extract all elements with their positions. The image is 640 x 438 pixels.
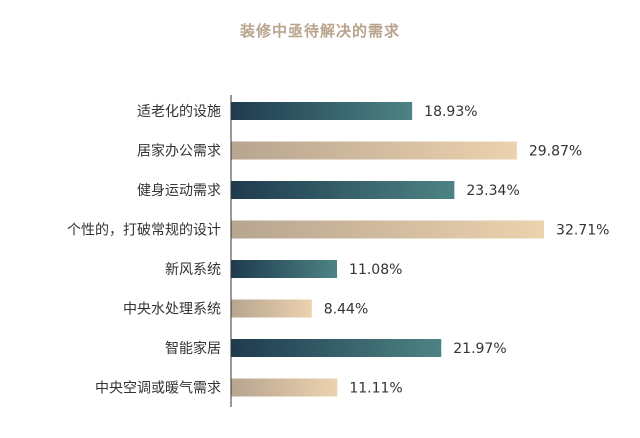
value-label: 21.97% (453, 341, 506, 357)
bar (231, 339, 442, 357)
category-label: 中央空调或暖气需求 (95, 381, 221, 397)
value-label: 23.34% (466, 183, 519, 199)
bar (231, 220, 545, 239)
category-label: 个性的，打破常规的设计 (67, 222, 221, 239)
category-label: 新风系统 (165, 262, 221, 278)
category-label: 居家办公需求 (137, 143, 221, 160)
bar (231, 378, 338, 397)
bar (231, 260, 338, 278)
value-label: 29.87% (529, 144, 582, 160)
category-label: 适老化的设施 (137, 104, 221, 120)
value-label: 32.71% (556, 223, 609, 239)
chart-title: 装修中亟待解决的需求 (239, 22, 400, 40)
category-label: 中央水处理系统 (123, 302, 221, 318)
value-label: 11.08% (349, 262, 402, 278)
category-label: 健身运动需求 (137, 183, 221, 199)
value-label: 8.44% (324, 302, 368, 318)
bar (231, 102, 413, 120)
bar (231, 299, 312, 318)
bar (231, 181, 455, 199)
category-label: 智能家居 (165, 340, 221, 357)
value-label: 11.11% (349, 381, 402, 397)
bar (231, 141, 517, 160)
value-label: 18.93% (424, 104, 477, 120)
